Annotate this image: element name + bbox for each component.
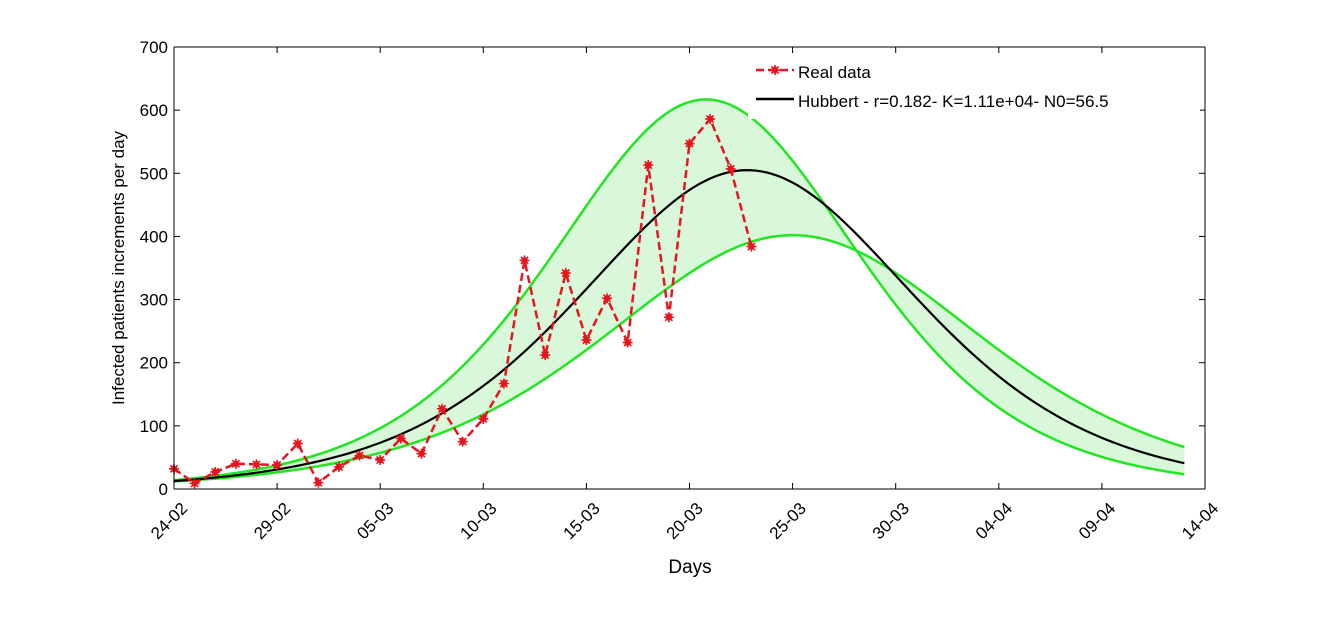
x-tick-label: 20-03 (663, 499, 707, 543)
y-tick-label: 400 (140, 227, 168, 246)
real-data-point (540, 350, 551, 361)
real-data-point (602, 293, 613, 304)
y-tick-label: 500 (140, 164, 168, 183)
y-axis: 0 100 200 300 400 500 600 700 (140, 38, 1205, 499)
real-data-point (560, 268, 571, 279)
lower-bound-line (173, 233, 1185, 483)
x-tick-label: 04-04 (972, 499, 1016, 543)
x-tick-label: 05-03 (353, 499, 397, 543)
y-tick-label: 300 (140, 291, 168, 310)
x-tick-label: 24-02 (147, 499, 191, 543)
upper-bound-line (173, 98, 1185, 482)
y-tick-label: 0 (159, 480, 168, 499)
x-tick-label: 29-02 (250, 499, 294, 543)
x-tick-label: 14-04 (1178, 499, 1222, 543)
real-data-point (684, 138, 695, 149)
real-data-point (272, 460, 283, 471)
x-tick-label: 25-03 (766, 499, 810, 543)
hubbert-fit-line (173, 169, 1185, 483)
real-data-point (313, 477, 324, 488)
real-data-point (663, 312, 674, 323)
real-data-point (251, 459, 262, 470)
real-data-point (581, 334, 592, 345)
real-data-point (519, 255, 530, 266)
confidence-band (174, 99, 1185, 482)
y-tick-label: 600 (140, 101, 168, 120)
real-data-point (643, 160, 654, 171)
y-tick-label: 200 (140, 354, 168, 373)
x-tick-label: 10-03 (456, 499, 500, 543)
real-data-point (375, 454, 386, 465)
real-data-point (498, 378, 509, 389)
real-data-layer (169, 113, 757, 489)
real-data-point (746, 241, 757, 252)
legend-hubbert-label: Hubbert - r=0.182- K=1.11e+04- N0=56.5 (798, 92, 1109, 111)
legend-box (748, 57, 1200, 119)
legend-real-data-marker (770, 65, 780, 75)
real-data-point (437, 403, 448, 414)
real-data-point (725, 163, 736, 174)
confidence-band-layer (174, 99, 1185, 482)
real-data-point (705, 113, 716, 124)
real-data-point (292, 438, 303, 449)
legend: Real data Hubbert - r=0.182- K=1.11e+04-… (748, 57, 1200, 119)
x-tick-label: 30-03 (869, 499, 913, 543)
y-tick-label: 100 (140, 417, 168, 436)
real-data-point (230, 458, 241, 469)
real-data-point (622, 337, 633, 348)
legend-real-data-star (770, 65, 780, 75)
real-data-point (457, 436, 468, 447)
real-data-point (189, 478, 200, 489)
real-data-point (333, 461, 344, 472)
curve-layer (173, 98, 1185, 483)
legend-real-data-label: Real data (798, 63, 871, 82)
real-data-point (478, 413, 489, 424)
real-data-point (210, 466, 221, 477)
real-data-point (416, 448, 427, 459)
real-data-point (395, 433, 406, 444)
x-tick-label: 09-04 (1075, 499, 1119, 543)
x-tick-label: 15-03 (560, 499, 604, 543)
x-axis-label: Days (668, 557, 711, 578)
y-tick-label: 700 (140, 38, 168, 57)
real-data-point (354, 450, 365, 461)
y-axis-label: Infected patients increments per day (109, 130, 128, 405)
